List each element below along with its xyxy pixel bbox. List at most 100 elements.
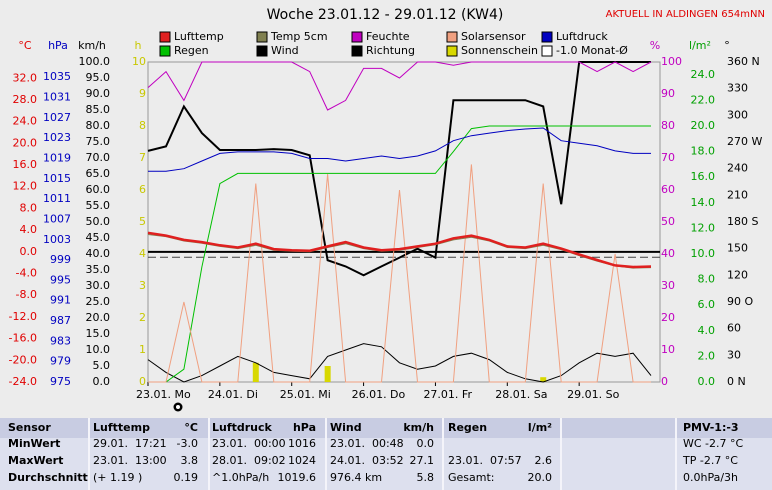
legend-label: -1.0 Monat-Ø <box>556 44 628 57</box>
y-tick-label: 8 <box>139 119 146 132</box>
y-tick-label: 30.0 <box>86 279 111 292</box>
y-tick-label: 18.0 <box>691 145 716 158</box>
y-tick-label: 1007 <box>43 212 71 225</box>
table-header <box>0 418 772 438</box>
y-tick-label: 60 <box>661 183 675 196</box>
y-tick-label: 75.0 <box>86 135 111 148</box>
y-tick-label: 0 N <box>727 375 746 388</box>
y-tick-label: 30 <box>727 348 741 361</box>
column-separator <box>208 418 210 490</box>
y-tick-label: 85.0 <box>86 103 111 116</box>
y-tick-label: 40 <box>661 247 675 260</box>
column-separator <box>88 418 90 490</box>
y-tick-label: 0.0 <box>20 245 38 258</box>
legend-label: Feuchte <box>366 30 410 43</box>
y-tick-label: 0 <box>661 375 668 388</box>
y-tick-label: 30 <box>661 279 675 292</box>
y-tick-label: 270 W <box>727 135 762 148</box>
table-cell: ^1.0hPa/h <box>212 471 270 484</box>
axis-title: km/h <box>78 39 106 52</box>
y-tick-label: 991 <box>50 294 71 307</box>
legend-swatch <box>256 45 268 57</box>
column-separator <box>560 418 562 490</box>
series-line <box>148 125 651 383</box>
legend-label: Sonnenschein <box>461 44 538 57</box>
table-cell: 23.01. 13:00 <box>93 454 167 467</box>
y-tick-label: 1023 <box>43 131 71 144</box>
table-cell: 2.6 <box>534 454 553 467</box>
y-tick-label: -8.0 <box>16 288 37 301</box>
x-tick-label: 29.01. So <box>567 388 619 401</box>
y-tick-label: 28.0 <box>13 93 38 106</box>
chart: Woche 23.01.12 - 29.01.12 (KW4) AKTUELL … <box>9 7 765 412</box>
table-cell: Sensor <box>8 421 51 434</box>
legend-swatch <box>351 45 363 57</box>
y-tick-label: -12.0 <box>9 310 37 323</box>
y-tick-label: 24.0 <box>13 115 38 128</box>
y-tick-label: 60.0 <box>86 183 111 196</box>
axis-title: h <box>135 39 142 52</box>
y-tick-label: 25.0 <box>86 295 111 308</box>
y-tick-label: 1 <box>139 343 146 356</box>
x-tick-label: 27.01. Fr <box>423 388 472 401</box>
column-separator <box>442 418 444 490</box>
table-cell: WC -2.7 °C <box>683 437 744 450</box>
table-cell: 976.4 km <box>330 471 383 484</box>
series-line <box>147 61 651 277</box>
y-tick-label: 1035 <box>43 70 71 83</box>
y-tick-label: 65.0 <box>86 167 111 180</box>
table-cell: 5.8 <box>416 471 435 484</box>
y-tick-label: 240 <box>727 162 748 175</box>
y-tick-label: 20.0 <box>691 119 716 132</box>
y-tick-label: 1011 <box>43 192 71 205</box>
y-tick-label: 7 <box>139 151 146 164</box>
y-tick-label: 90.0 <box>86 87 111 100</box>
legend-label: Wind <box>271 44 299 57</box>
y-tick-label: 1003 <box>43 233 71 246</box>
y-tick-label: 20.0 <box>86 311 111 324</box>
bar <box>324 366 331 382</box>
x-tick-label: 28.01. Sa <box>495 388 547 401</box>
column-separator <box>675 418 677 490</box>
table-cell: 1024 <box>288 454 316 467</box>
y-tick-label: 987 <box>50 314 71 327</box>
y-tick-label: 10.0 <box>86 343 111 356</box>
series-line <box>147 61 652 111</box>
table-cell: 0.0 <box>416 437 435 450</box>
bar <box>252 362 259 382</box>
y-tick-label: 15.0 <box>86 327 111 340</box>
series-line <box>148 127 651 172</box>
y-tick-label: 90 O <box>727 295 753 308</box>
y-tick-label: 50.0 <box>86 215 111 228</box>
y-tick-label: 180 S <box>727 215 758 228</box>
table-cell: Durchschnitt <box>8 471 88 484</box>
y-tick-label: 16.0 <box>691 170 716 183</box>
y-tick-label: 9 <box>139 87 146 100</box>
x-tick-label: 25.01. Mi <box>280 388 331 401</box>
table-cell: km/h <box>403 421 434 434</box>
y-tick-label: 5.0 <box>93 359 111 372</box>
y-tick-label: 24.0 <box>691 68 716 81</box>
y-tick-label: 70 <box>661 151 675 164</box>
y-tick-label: 8.0 <box>20 201 38 214</box>
y-tick-label: 6 <box>139 183 146 196</box>
table-cell: 20.0 <box>527 471 553 484</box>
table-cell: Lufttemp <box>93 421 150 434</box>
table-cell: Wind <box>330 421 362 434</box>
y-tick-label: 8.0 <box>698 273 716 286</box>
y-tick-label: 975 <box>50 375 71 388</box>
y-tick-label: 983 <box>50 334 71 347</box>
y-tick-label: 300 <box>727 108 748 121</box>
legend-label: Temp 5cm <box>270 30 328 43</box>
y-tick-label: 4.0 <box>698 324 716 337</box>
y-tick-label: 35.0 <box>86 263 111 276</box>
y-tick-label: 4 <box>139 247 146 260</box>
table-cell: MaxWert <box>8 454 64 467</box>
y-tick-label: 5 <box>139 215 146 228</box>
table-cell: 23.01. 00:00 <box>212 437 286 450</box>
axis-title: ° <box>724 39 730 52</box>
icon <box>176 405 180 409</box>
table-cell: MinWert <box>8 437 61 450</box>
legend-swatch <box>446 45 458 57</box>
y-tick-label: 20.0 <box>13 136 38 149</box>
